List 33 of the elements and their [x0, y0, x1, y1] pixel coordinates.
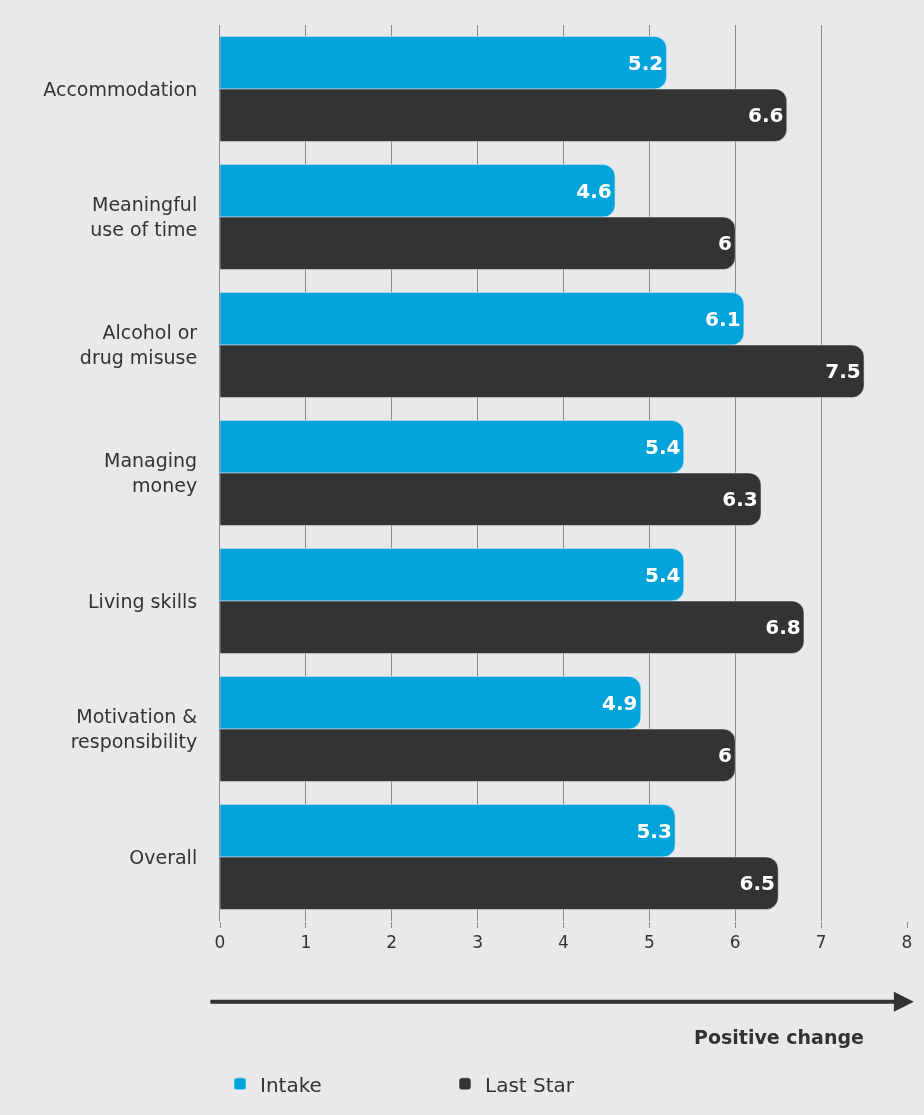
legend-label: Intake [260, 1072, 322, 1097]
x-tick-label: 4 [558, 932, 569, 953]
data-label: 5.2 [627, 50, 664, 75]
data-label: 6.3 [722, 487, 758, 512]
y-tick-label: Accommodation [43, 77, 198, 100]
x-tick-label: 8 [901, 932, 913, 953]
data-label: 5.4 [645, 434, 681, 459]
x-axis-title: Positive change [694, 1026, 864, 1048]
data-label: 4.6 [576, 178, 612, 203]
x-tick-label: 7 [815, 932, 827, 953]
x-tick-label: 3 [472, 932, 484, 953]
data-label: 5.3 [636, 818, 672, 843]
data-label: 7.5 [825, 359, 861, 384]
y-tick-label: Meaningful use of time [90, 193, 198, 240]
data-label: 4.9 [602, 690, 638, 715]
x-tick-label: 5 [643, 932, 655, 953]
x-tick-label: 0 [214, 932, 226, 953]
data-label: 6.5 [739, 871, 775, 896]
data-label: 6 [718, 743, 732, 768]
x-tick-label: 6 [729, 932, 741, 953]
data-label: 6.8 [765, 615, 801, 640]
x-tick-label: 2 [386, 932, 398, 953]
data-label: 6.1 [705, 306, 741, 331]
data-label: 6.6 [748, 103, 784, 128]
y-tick-label: Motivation & responsibility [70, 705, 198, 752]
y-tick-label: Alcohol or drug misuse [79, 321, 198, 368]
legend-label: Last Star [485, 1072, 575, 1097]
x-tick-label: 1 [300, 932, 312, 953]
y-tick-label: Overall [129, 845, 198, 868]
y-tick-label: Living skills [88, 589, 198, 612]
data-label: 6 [718, 231, 732, 256]
data-label: 5.4 [645, 562, 681, 587]
y-tick-label: Managing money [104, 449, 198, 496]
